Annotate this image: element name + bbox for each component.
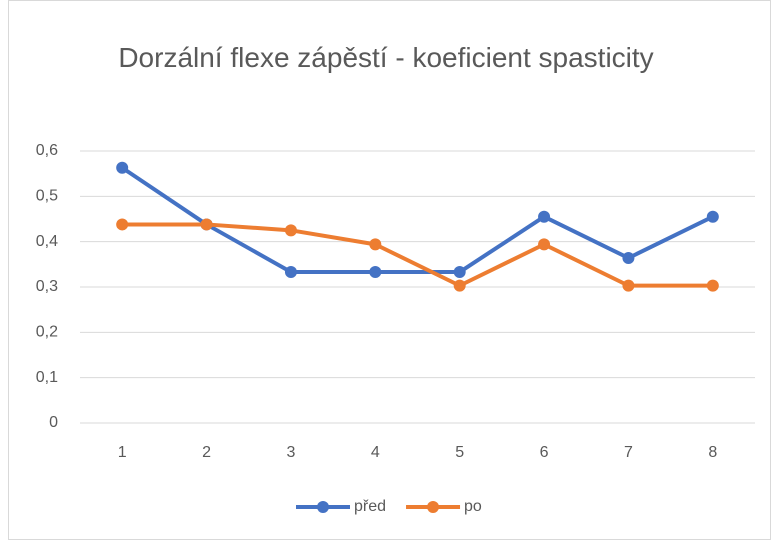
data-point: [706, 279, 719, 292]
data-point: [369, 266, 382, 279]
chart-title: Dorzální flexe zápěstí - koeficient spas…: [118, 42, 654, 73]
data-point: [369, 238, 382, 251]
chart-border: [8, 0, 771, 540]
series-line: [120, 222, 715, 288]
legend-marker: [317, 501, 329, 513]
data-point: [200, 218, 213, 231]
y-tick-label: 0,2: [36, 324, 58, 341]
y-tick-label: 0,4: [36, 233, 58, 250]
data-point: [453, 266, 466, 279]
y-tick-label: 0,3: [36, 278, 58, 295]
y-tick-label: 0,1: [36, 369, 58, 386]
x-tick-label: 6: [540, 444, 549, 461]
data-point: [538, 238, 551, 251]
y-tick-label: 0: [49, 414, 58, 431]
x-tick-label: 5: [455, 444, 464, 461]
data-point: [116, 218, 129, 231]
data-point: [538, 210, 551, 223]
legend-label: po: [464, 498, 482, 515]
data-point: [453, 279, 466, 292]
y-tick-label: 0,6: [36, 142, 58, 159]
y-tick-label: 0,5: [36, 188, 58, 205]
data-point: [706, 210, 719, 223]
data-point: [284, 266, 297, 279]
x-tick-label: 2: [202, 444, 211, 461]
legend-label: před: [354, 498, 386, 515]
x-tick-label: 7: [624, 444, 633, 461]
x-tick-label: 1: [118, 444, 127, 461]
x-tick-label: 8: [708, 444, 717, 461]
data-point: [622, 251, 635, 264]
x-tick-label: 3: [286, 444, 295, 461]
series-line: [120, 165, 715, 275]
data-point: [116, 161, 129, 174]
legend-marker: [427, 501, 440, 513]
data-point: [622, 279, 635, 292]
x-tick-label: 4: [371, 444, 380, 461]
data-point: [284, 224, 297, 237]
